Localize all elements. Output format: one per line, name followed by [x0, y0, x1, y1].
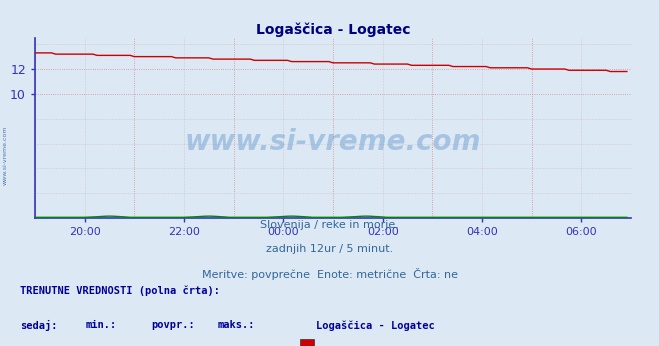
Text: TRENUTNE VREDNOSTI (polna črta):: TRENUTNE VREDNOSTI (polna črta): [20, 285, 219, 296]
Text: Logaščica - Logatec: Logaščica - Logatec [316, 320, 435, 330]
Text: www.si-vreme.com: www.si-vreme.com [185, 128, 481, 156]
Text: sedaj:: sedaj: [20, 320, 57, 331]
Text: min.:: min.: [86, 320, 117, 330]
Title: Logaščica - Logatec: Logaščica - Logatec [256, 22, 411, 37]
Text: Meritve: povprečne  Enote: metrične  Črta: ne: Meritve: povprečne Enote: metrične Črta:… [202, 268, 457, 281]
Text: zadnjih 12ur / 5 minut.: zadnjih 12ur / 5 minut. [266, 244, 393, 254]
Text: Slovenija / reke in morje.: Slovenija / reke in morje. [260, 220, 399, 230]
Text: povpr.:: povpr.: [152, 320, 195, 330]
Text: maks.:: maks.: [217, 320, 255, 330]
Text: www.si-vreme.com: www.si-vreme.com [3, 126, 8, 185]
